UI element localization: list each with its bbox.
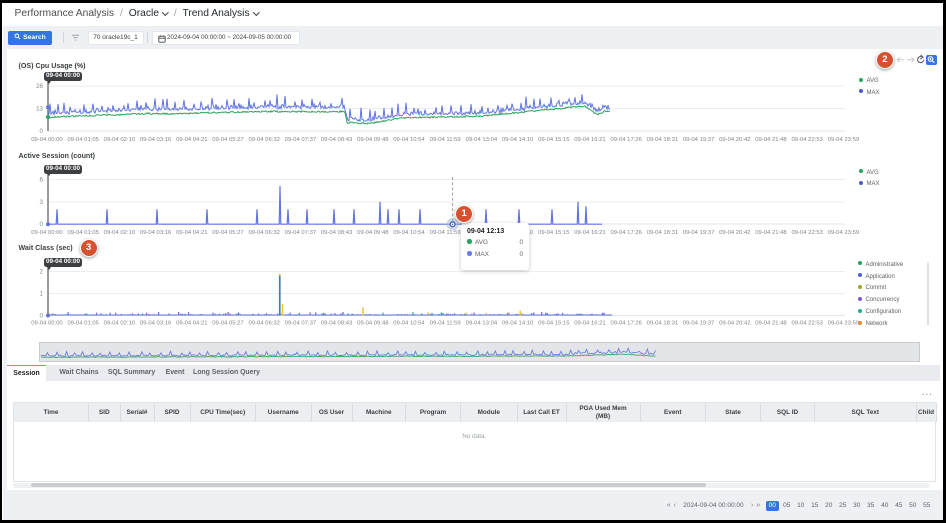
svg-text:09-04 22:53: 09-04 22:53	[791, 230, 823, 236]
svg-text:09-04 10:54: 09-04 10:54	[393, 230, 425, 236]
svg-text:09-04 08:43: 09-04 08:43	[321, 230, 353, 236]
svg-text:09-04 04:21: 09-04 04:21	[176, 230, 207, 236]
svg-text:1: 1	[40, 291, 44, 298]
svg-text:09-04 21:48: 09-04 21:48	[755, 137, 787, 143]
svg-text:09-04 09:48: 09-04 09:48	[357, 321, 389, 327]
svg-text:09-04 22:53: 09-04 22:53	[791, 321, 823, 327]
svg-text:09-04 07:37: 09-04 07:37	[285, 137, 316, 143]
svg-text:09-04 19:37: 09-04 19:37	[683, 230, 714, 236]
svg-text:09-04 08:43: 09-04 08:43	[321, 137, 353, 143]
svg-text:09-04 13:04: 09-04 13:04	[466, 137, 498, 143]
svg-text:09-04 09:48: 09-04 09:48	[357, 137, 389, 143]
svg-text:09-04 03:16: 09-04 03:16	[140, 321, 172, 327]
svg-text:09-04 13:04: 09-04 13:04	[466, 321, 498, 327]
svg-text:09-04 11:59: 09-04 11:59	[430, 137, 461, 143]
svg-text:09-04 06:32: 09-04 06:32	[248, 230, 279, 236]
svg-text:0: 0	[40, 313, 44, 320]
svg-text:09-04 20:42: 09-04 20:42	[719, 321, 750, 327]
svg-text:09-04 17:26: 09-04 17:26	[610, 321, 642, 327]
svg-text:09-04 10:54: 09-04 10:54	[393, 137, 425, 143]
svg-text:09-04 16:21: 09-04 16:21	[574, 230, 605, 236]
svg-text:09-04 07:37: 09-04 07:37	[285, 230, 316, 236]
svg-text:13: 13	[36, 106, 43, 113]
svg-text:09-04 00:00: 09-04 00:00	[31, 230, 63, 236]
svg-text:09-04 05:27: 09-04 05:27	[212, 137, 243, 143]
svg-text:0: 0	[40, 128, 44, 135]
svg-text:09-04 20:42: 09-04 20:42	[719, 230, 750, 236]
svg-text:09-04 04:21: 09-04 04:21	[176, 137, 207, 143]
svg-text:09-04 15:15: 09-04 15:15	[538, 137, 570, 143]
svg-text:3: 3	[40, 199, 44, 206]
svg-text:09-04 18:31: 09-04 18:31	[647, 321, 678, 327]
svg-text:09-04 00:00: 09-04 00:00	[31, 321, 63, 327]
svg-text:09-04 20:42: 09-04 20:42	[719, 137, 750, 143]
svg-text:09-04 01:05: 09-04 01:05	[67, 230, 99, 236]
svg-text:09-04 14:10: 09-04 14:10	[502, 137, 534, 143]
svg-text:09-04 11:59: 09-04 11:59	[430, 230, 461, 236]
svg-text:09-04 09:48: 09-04 09:48	[357, 230, 389, 236]
svg-text:09-04 19:37: 09-04 19:37	[683, 137, 714, 143]
svg-text:09-04 17:26: 09-04 17:26	[610, 137, 642, 143]
svg-text:09-04 01:05: 09-04 01:05	[67, 321, 99, 327]
svg-text:09-04 23:59: 09-04 23:59	[828, 137, 859, 143]
svg-text:2: 2	[40, 269, 44, 276]
svg-text:09-04 16:21: 09-04 16:21	[574, 321, 605, 327]
svg-text:09-04 19:37: 09-04 19:37	[683, 321, 714, 327]
svg-text:09-04 10:54: 09-04 10:54	[393, 321, 425, 327]
svg-text:09-04 18:31: 09-04 18:31	[647, 137, 678, 143]
svg-text:09-04 02:10: 09-04 02:10	[104, 137, 136, 143]
svg-text:09-04 02:10: 09-04 02:10	[104, 321, 136, 327]
svg-text:09-04 16:21: 09-04 16:21	[574, 137, 605, 143]
svg-text:09-04 21:48: 09-04 21:48	[755, 321, 787, 327]
svg-text:09-04 06:32: 09-04 06:32	[248, 321, 279, 327]
svg-text:09-04 01:05: 09-04 01:05	[67, 137, 99, 143]
svg-text:09-04 05:27: 09-04 05:27	[212, 321, 243, 327]
svg-text:0: 0	[40, 221, 44, 228]
svg-text:09-04 11:59: 09-04 11:59	[430, 321, 461, 327]
svg-text:09-04 23:59: 09-04 23:59	[828, 321, 859, 327]
svg-text:09-04 17:26: 09-04 17:26	[610, 230, 642, 236]
svg-text:09-04 15:15: 09-04 15:15	[538, 230, 570, 236]
svg-text:09-04 23:59: 09-04 23:59	[828, 230, 859, 236]
svg-text:09-04 21:48: 09-04 21:48	[755, 230, 787, 236]
svg-text:09-04 02:10: 09-04 02:10	[104, 230, 136, 236]
svg-text:09-04 00:00: 09-04 00:00	[31, 137, 63, 143]
svg-text:09-04 22:53: 09-04 22:53	[791, 137, 823, 143]
svg-text:09-04 15:15: 09-04 15:15	[538, 321, 570, 327]
svg-text:26: 26	[36, 83, 43, 90]
svg-text:09-04 06:32: 09-04 06:32	[248, 137, 279, 143]
svg-text:09-04 05:27: 09-04 05:27	[212, 230, 243, 236]
svg-text:09-04 04:21: 09-04 04:21	[176, 321, 207, 327]
svg-text:09-04 08:43: 09-04 08:43	[321, 321, 353, 327]
svg-text:09-04 03:16: 09-04 03:16	[140, 230, 172, 236]
svg-text:6: 6	[40, 176, 44, 183]
svg-text:09-04 03:16: 09-04 03:16	[140, 137, 172, 143]
svg-text:09-04 18:31: 09-04 18:31	[647, 230, 678, 236]
svg-text:09-04 07:37: 09-04 07:37	[285, 321, 316, 327]
svg-text:09-04 14:10: 09-04 14:10	[502, 321, 534, 327]
